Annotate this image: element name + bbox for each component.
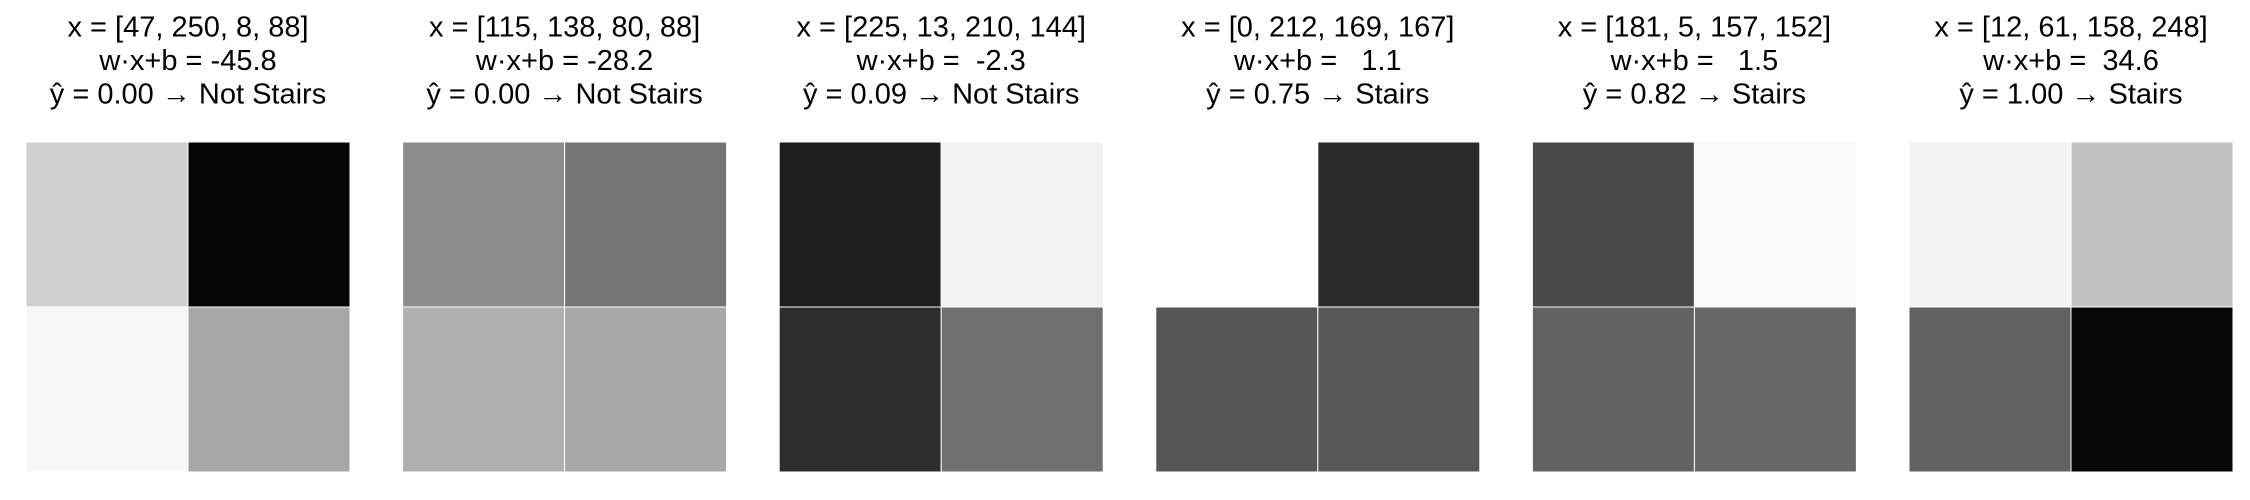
prediction-label: ŷ = 0.00 → Not Stairs <box>50 79 326 111</box>
x-label: x = [115, 138, 80, 88] <box>429 12 700 44</box>
pixel-cell <box>402 141 566 308</box>
pixel-cell <box>778 141 942 308</box>
score-label: w·x+b = 1.1 <box>1233 45 1402 77</box>
score-label: w·x+b = -28.2 <box>475 45 653 77</box>
prediction-label: ŷ = 0.75 → Stairs <box>1206 79 1429 111</box>
prediction-label: ŷ = 1.00 → Stairs <box>1959 79 2182 111</box>
score-label: w·x+b = -45.8 <box>98 45 276 77</box>
pixel-cell <box>25 141 189 308</box>
pixel-cell <box>187 306 351 473</box>
x-label: x = [47, 250, 8, 88] <box>67 12 308 44</box>
score-label: w·x+b = 1.5 <box>1610 45 1779 77</box>
pixel-cell <box>1531 306 1695 473</box>
pixel-cell <box>2070 306 2234 473</box>
pixel-cell <box>564 141 728 308</box>
pixel-cell <box>187 141 351 308</box>
pixel-cell <box>1908 306 2072 473</box>
pixel-cell <box>1155 306 1319 473</box>
pixel-cell <box>1317 141 1481 308</box>
pixel-cell <box>2070 141 2234 308</box>
pixel-cell <box>1531 141 1695 308</box>
x-label: x = [12, 61, 158, 248] <box>1934 12 2207 44</box>
score-label: w·x+b = -2.3 <box>856 45 1026 77</box>
pixel-cell <box>402 306 566 473</box>
x-label: x = [0, 212, 169, 167] <box>1181 12 1454 44</box>
score-label: w·x+b = 34.6 <box>1982 45 2159 77</box>
pixel-cell <box>940 306 1104 473</box>
pixel-cell <box>1693 306 1857 473</box>
pixel-cell <box>1155 141 1319 308</box>
pixel-cell <box>1693 141 1857 308</box>
prediction-label: ŷ = 0.00 → Not Stairs <box>426 79 702 111</box>
x-label: x = [181, 5, 157, 152] <box>1558 12 1831 44</box>
pixel-cell <box>1317 306 1481 473</box>
pixel-cell <box>1908 141 2072 308</box>
pixel-cell <box>25 306 189 473</box>
pixel-cell <box>778 306 942 473</box>
prediction-label: ŷ = 0.09 → Not Stairs <box>803 79 1079 111</box>
x-label: x = [225, 13, 210, 144] <box>796 12 1085 44</box>
pixel-cell <box>564 306 728 473</box>
prediction-label: ŷ = 0.82 → Stairs <box>1583 79 1806 111</box>
pixel-cell <box>940 141 1104 308</box>
